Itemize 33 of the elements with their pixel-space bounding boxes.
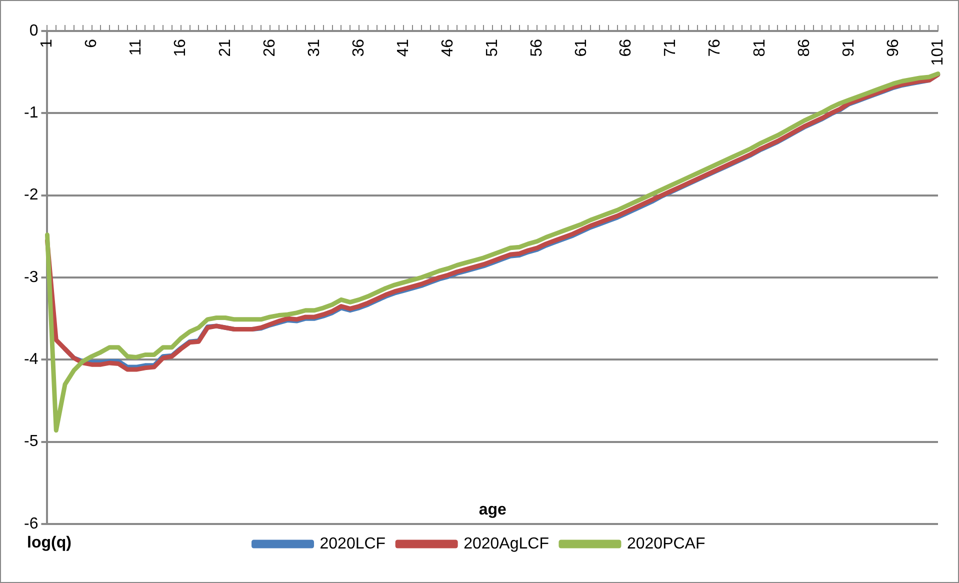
x-tick-label: 11 [128, 38, 145, 56]
x-tick-label: 76 [706, 38, 724, 57]
x-tick-label: 26 [261, 38, 278, 57]
x-tick-label: 66 [618, 38, 635, 57]
y-tick-label: -6 [24, 515, 38, 532]
x-tick-label: 1 [38, 38, 56, 48]
x-tick-label: 81 [751, 38, 768, 57]
y-tick-label: 0 [29, 22, 38, 40]
x-tick-label: 31 [306, 38, 323, 57]
x-tick-label: 96 [884, 38, 902, 57]
x-tick-label: 6 [83, 38, 100, 48]
x-tick-label: 36 [350, 38, 368, 57]
y-tick-label: -4 [24, 351, 38, 368]
y-tick-label: -5 [24, 433, 38, 450]
x-tick-label: 61 [573, 38, 590, 57]
legend-label: 2020AgLCF [464, 535, 550, 552]
legend-label: 2020PCAF [626, 535, 706, 552]
x-tick-label: 86 [796, 38, 813, 57]
x-tick-label: 71 [662, 38, 680, 57]
x-tick-label: 91 [840, 38, 858, 57]
x-tick-label: 46 [439, 38, 456, 57]
y-tick-label: -2 [24, 186, 38, 204]
x-tick-label: 41 [394, 38, 412, 57]
x-tick-label: 16 [172, 38, 190, 57]
x-tick-label: 56 [528, 38, 546, 57]
x-tick-label: 21 [216, 38, 234, 57]
x-axis-title: age [478, 501, 506, 518]
legend-label: 2020LCF [320, 535, 386, 552]
text: log(q) [27, 534, 72, 552]
y-tick-label: -3 [24, 268, 38, 286]
y-tick-label: -1 [24, 104, 38, 122]
x-tick-label: 101 [929, 38, 946, 66]
x-tick-label: 51 [484, 38, 502, 57]
